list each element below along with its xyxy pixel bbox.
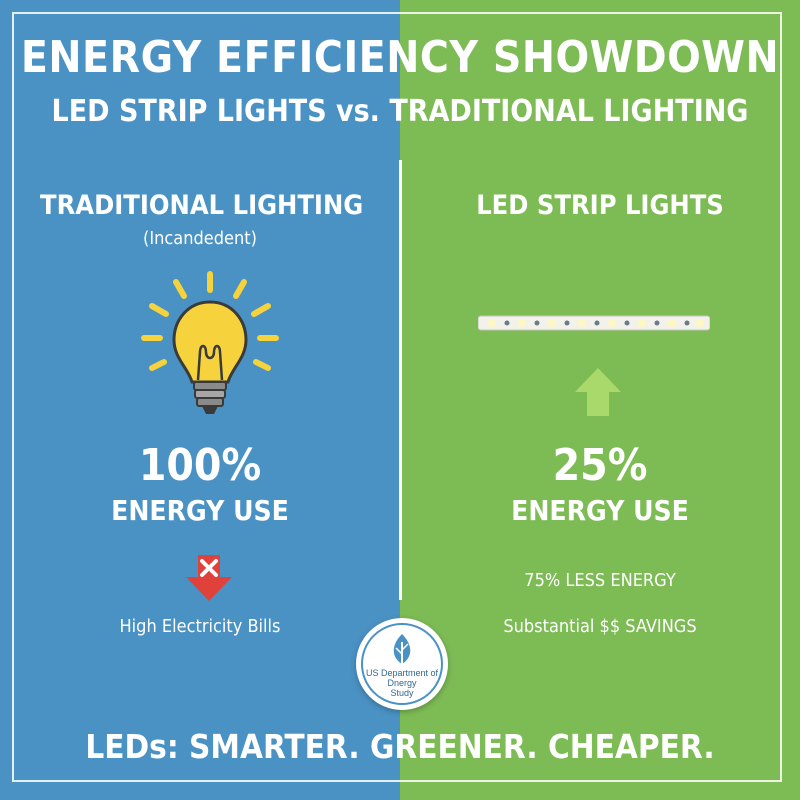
led-percent: 25% [552,440,648,491]
seal-text: US Department of Dnergy Study [356,668,448,698]
seal-line-3: Study [390,688,414,698]
traditional-percent: 100% [138,440,262,491]
us-doe-seal: US Department of Dnergy Study [356,618,448,710]
seal-line-1: US Department of [365,668,439,678]
less-energy-note: 75% LESS ENERGY [524,570,676,591]
savings-note: Substantial $$ SAVINGS [503,616,697,637]
page-subtitle: LED STRIP LIGHTS vs. TRADITIONAL LIGHTIN… [51,94,749,129]
traditional-heading: TRADITIONAL LIGHTING [40,190,364,221]
leaf-icon [393,634,411,664]
seal-ring [361,623,443,705]
lightbulb-icon [141,271,279,414]
page-title: ENERGY EFFICIENCY SHOWDOWN [20,32,780,83]
center-divider [399,160,402,600]
led-strip-icon [478,315,710,331]
footer-tagline: LEDs: SMARTER. GREENER. CHEAPER. [85,727,715,766]
seal-line-2: Dnergy [387,678,417,688]
green-up-arrow-icon [575,368,621,416]
traditional-energy-label: ENERGY USE [111,494,289,527]
led-heading: LED STRIP LIGHTS [476,190,724,221]
red-down-arrow-x-icon [186,555,232,601]
traditional-subheading: (Incandedent) [143,228,257,249]
high-bills-note: High Electricity Bills [119,616,281,637]
led-energy-label: ENERGY USE [511,494,689,527]
